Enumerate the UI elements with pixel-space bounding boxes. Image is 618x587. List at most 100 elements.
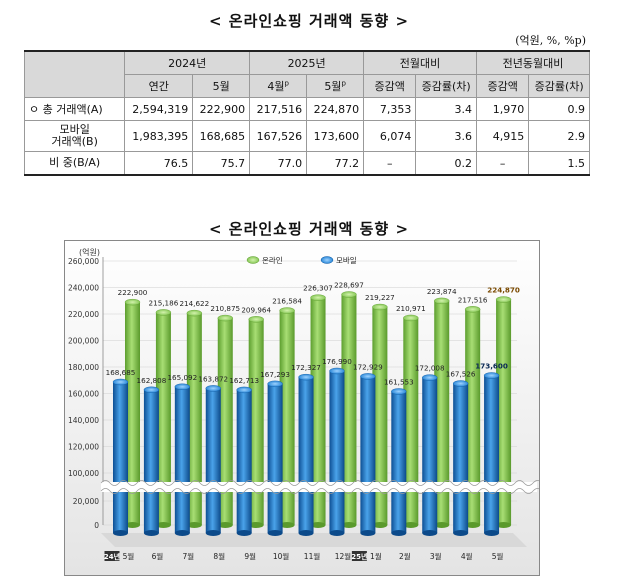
bar-online: 210,875 bbox=[210, 304, 240, 528]
bar-base bbox=[372, 522, 388, 528]
bar-base bbox=[186, 522, 202, 528]
row-label-share: 비 중(B/A) bbox=[23, 151, 126, 176]
preliminary-mark: p bbox=[341, 79, 346, 88]
axis-break-line bbox=[100, 488, 552, 494]
data-label: 223,874 bbox=[427, 287, 457, 296]
bar-base bbox=[453, 530, 469, 536]
bar-top bbox=[372, 303, 388, 311]
header-mom-rate: 증감률(차) bbox=[415, 74, 478, 98]
data-label: 226,307 bbox=[303, 284, 333, 293]
bar-base bbox=[125, 522, 140, 528]
bar-body bbox=[422, 377, 438, 533]
bar-mobile: 162,713 bbox=[229, 376, 259, 536]
legend-label: 온라인 bbox=[262, 255, 283, 265]
bar-online: 209,964 bbox=[241, 305, 271, 528]
data-label: 162,808 bbox=[137, 376, 167, 385]
bar-mobile: 167,293 bbox=[260, 370, 290, 536]
bar-top bbox=[124, 298, 141, 306]
header-yoy: 전년동월대비 bbox=[476, 50, 590, 75]
bar-online: 210,971 bbox=[396, 304, 426, 528]
data-label: 222,900 bbox=[118, 288, 148, 297]
data-label: 210,875 bbox=[210, 304, 240, 313]
legend-swatch bbox=[320, 256, 334, 264]
bar-body bbox=[465, 309, 481, 525]
bar-mobile: 162,808 bbox=[137, 376, 167, 536]
bar-online: 222,900 bbox=[118, 288, 148, 528]
x-tick-label: 5월 bbox=[123, 551, 135, 561]
table-cell: 77.2 bbox=[306, 151, 365, 176]
bar-online: 217,516 bbox=[458, 295, 488, 528]
table-cell: 6,074 bbox=[363, 120, 417, 152]
year-label: 24년 bbox=[104, 552, 120, 561]
bar-body bbox=[341, 294, 357, 525]
y-tick-label: 160,000 bbox=[68, 390, 99, 399]
x-tick-label: 7월 bbox=[183, 551, 195, 561]
bar-body bbox=[174, 386, 190, 533]
bar-mobile: 173,600 bbox=[475, 361, 508, 536]
bar-mobile: 165,092 bbox=[167, 373, 197, 536]
table-row: ㅇ 총 거래액(A) 2,594,319 222,900 217,516 224… bbox=[23, 97, 590, 121]
table-cell: 4,915 bbox=[476, 120, 530, 152]
bar-body bbox=[403, 317, 419, 525]
bar-online: 224,870 bbox=[487, 286, 520, 528]
bar-body bbox=[205, 388, 221, 533]
header-2025: 2025년 bbox=[249, 50, 365, 75]
data-label: 167,526 bbox=[446, 370, 476, 379]
data-label: 172,008 bbox=[415, 364, 445, 373]
bar-online: 216,584 bbox=[272, 297, 302, 528]
bar-mobile: 172,929 bbox=[353, 362, 383, 536]
y-tick-label: 100,000 bbox=[68, 469, 99, 478]
bar-top bbox=[143, 386, 160, 393]
bar-online: 226,307 bbox=[303, 284, 333, 528]
bar-base bbox=[434, 522, 450, 528]
bar-top bbox=[360, 373, 376, 380]
bar-body bbox=[155, 312, 171, 525]
header-apr-label: 4월 bbox=[267, 80, 285, 93]
bar-body bbox=[143, 389, 159, 533]
bar-base bbox=[267, 530, 283, 536]
axis-break-band bbox=[101, 482, 537, 492]
header-mom: 전월대비 bbox=[363, 50, 478, 75]
row-label-mobile-line1: 모바일 bbox=[59, 123, 90, 136]
bar-top bbox=[217, 314, 233, 322]
bar-base bbox=[217, 522, 233, 528]
bar-top bbox=[279, 307, 295, 314]
bar-top bbox=[403, 314, 419, 322]
data-label: 172,327 bbox=[291, 363, 321, 372]
y-tick-label: 20,000 bbox=[73, 497, 99, 506]
row-label-mobile-line2: 거래액(B) bbox=[51, 135, 98, 148]
bar-base bbox=[174, 530, 190, 536]
data-label: 173,600 bbox=[475, 361, 508, 370]
row-label-total: ㅇ 총 거래액(A) bbox=[23, 97, 126, 121]
bar-mobile: 172,008 bbox=[415, 364, 445, 536]
bar-body bbox=[434, 300, 450, 525]
x-tick-label: 11월 bbox=[304, 551, 321, 561]
data-label: 219,227 bbox=[365, 293, 395, 302]
bar-base bbox=[205, 530, 221, 536]
bar-base bbox=[341, 522, 357, 528]
data-label: 168,685 bbox=[106, 368, 136, 377]
x-tick-label: 4월 bbox=[461, 551, 473, 561]
table-cell: 224,870 bbox=[306, 97, 365, 121]
bar-online: 219,227 bbox=[365, 293, 395, 528]
table-cell: 2.9 bbox=[528, 120, 590, 152]
bar-body bbox=[217, 318, 233, 525]
bar-body bbox=[372, 307, 388, 525]
data-label: 216,584 bbox=[272, 297, 302, 306]
bar-top bbox=[341, 291, 357, 298]
year-badge bbox=[351, 551, 367, 561]
bar-body bbox=[113, 381, 128, 533]
bar-top bbox=[236, 386, 252, 394]
axis-break-line bbox=[100, 480, 552, 486]
bar-online: 228,697 bbox=[334, 280, 364, 528]
data-label: 209,964 bbox=[241, 305, 271, 314]
preliminary-mark: p bbox=[284, 79, 289, 88]
header-apr-2025: 4월p bbox=[249, 74, 308, 98]
y-tick-label: 180,000 bbox=[68, 363, 99, 372]
bar-base bbox=[310, 522, 326, 528]
data-label: 162,713 bbox=[229, 376, 259, 385]
x-tick-label: 3월 bbox=[430, 551, 442, 561]
bar-base bbox=[422, 530, 438, 536]
x-tick-label: 9월 bbox=[244, 551, 256, 561]
page-title: < 온라인쇼핑 거래액 동향 > bbox=[208, 12, 410, 30]
